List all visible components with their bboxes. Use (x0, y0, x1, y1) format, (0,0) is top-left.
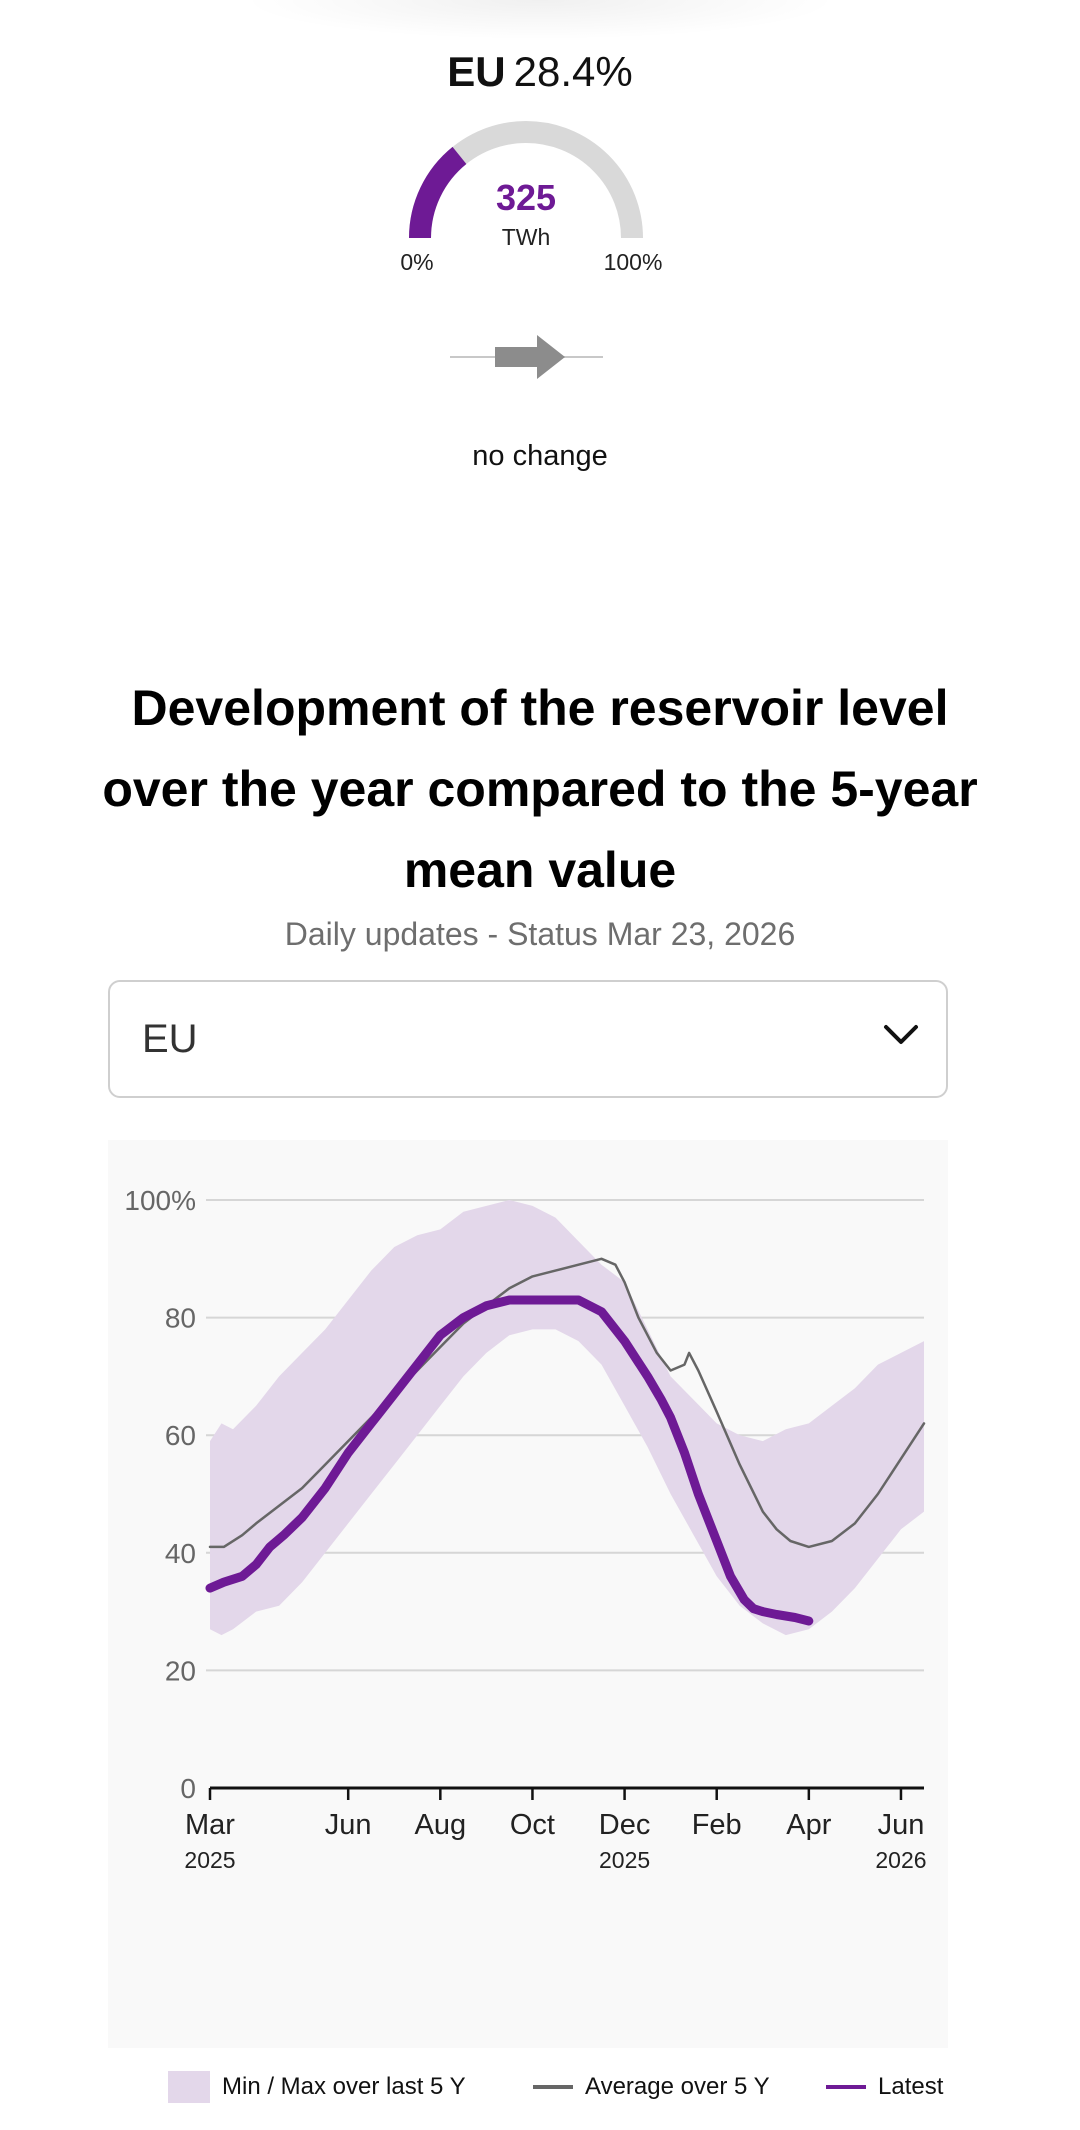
series-latest-line (205, 1295, 814, 1626)
gauge-title: EU 28.4% (0, 44, 1080, 100)
storage-gauge: 325 TWh 0% 100% (400, 121, 663, 275)
chart-canvas: 0 20 40 60 80 100% Mar 2025 Jun Aug Oct Dec 2025 Feb A… (124, 1185, 926, 1873)
x-tick-label-2: Aug (415, 1809, 467, 1841)
section-title: Development of the reservoir level over … (102, 680, 978, 898)
region-select-value: EU (142, 1017, 198, 1061)
legend-item-latest[interactable]: Latest (826, 2070, 943, 2104)
legend-label-band: Min / Max over last 5 Y (222, 2073, 466, 2100)
legend-swatch-average (533, 2085, 573, 2089)
top-card-shadow (240, 0, 840, 40)
gauge-min-label: 0% (400, 249, 433, 275)
y-tick-label-40: 40 (165, 1538, 196, 1569)
gauge-region: EU (447, 48, 506, 95)
gauge-percent: 28.4% (513, 48, 633, 95)
reservoir-chart: 0 20 40 60 80 100% Mar 2025 Jun Aug Oct Dec 2025 Feb A… (108, 1140, 948, 2103)
gauge-max-label: 100% (604, 249, 663, 275)
x-tick-year-4: 2025 (599, 1847, 650, 1873)
series-average-line (208, 1257, 926, 1549)
legend-label-average: Average over 5 Y (585, 2073, 770, 2100)
x-tick-label-6: Apr (786, 1809, 831, 1841)
y-tick-label-20: 20 (165, 1655, 196, 1686)
x-tick-label-3: Oct (510, 1809, 555, 1841)
gauge-fill (409, 146, 467, 239)
legend-item-average[interactable]: Average over 5 Y (533, 2070, 770, 2104)
series-min-max-band (210, 1200, 924, 1636)
trend-label: no change (472, 440, 608, 472)
status-subtitle: Daily updates - Status Mar 23, 2026 (284, 916, 796, 952)
legend-swatch-latest (826, 2085, 866, 2089)
x-tick-label-7: Jun (878, 1809, 925, 1841)
region-select[interactable]: EU (108, 980, 948, 1098)
legend-label-latest: Latest (878, 2073, 944, 2100)
x-tick-year-0: 2025 (184, 1847, 235, 1873)
y-tick-label-100: 100% (124, 1185, 196, 1216)
legend-swatch-band (168, 2071, 210, 2103)
chevron-down-icon (884, 1025, 918, 1044)
legend-item-band[interactable]: Min / Max over last 5 Y (168, 2070, 466, 2104)
x-tick-label-4: Dec (599, 1809, 651, 1841)
x-tick-label-0: Mar (185, 1809, 235, 1841)
x-tick-year-7: 2026 (875, 1847, 926, 1873)
x-tick-label-5: Feb (692, 1809, 742, 1841)
y-tick-label-0: 0 (180, 1773, 196, 1804)
chart-legend: Min / Max over last 5 Y Average over 5 Y… (108, 2070, 948, 2130)
x-tick-label-1: Jun (325, 1809, 372, 1841)
y-tick-label-80: 80 (165, 1303, 196, 1334)
y-tick-label-60: 60 (165, 1420, 196, 1451)
gauge-unit: TWh (502, 224, 551, 250)
gauge-value: 325 (496, 177, 556, 218)
trend-arrow-icon (450, 335, 603, 379)
